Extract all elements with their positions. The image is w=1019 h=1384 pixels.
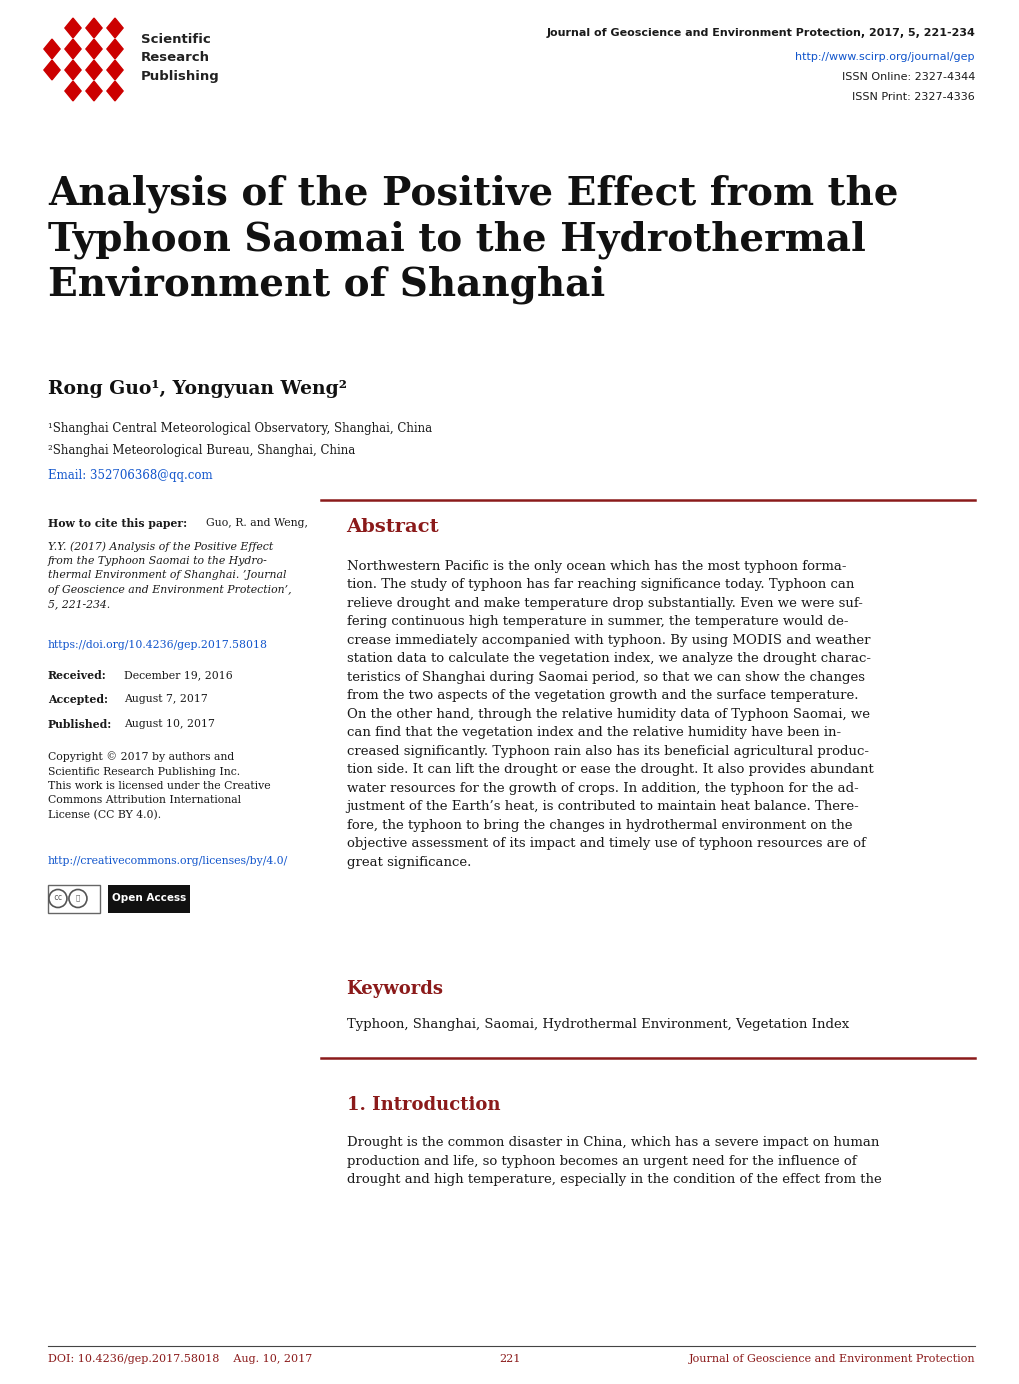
Polygon shape — [65, 82, 82, 101]
Text: 1. Introduction: 1. Introduction — [346, 1096, 499, 1114]
Polygon shape — [65, 39, 82, 60]
Text: ²Shanghai Meteorological Bureau, Shanghai, China: ²Shanghai Meteorological Bureau, Shangha… — [48, 444, 355, 457]
Text: Scientific
Research
Publishing: Scientific Research Publishing — [141, 33, 219, 83]
Polygon shape — [107, 82, 123, 101]
Text: http://www.scirp.org/journal/gep: http://www.scirp.org/journal/gep — [795, 53, 974, 62]
Text: August 10, 2017: August 10, 2017 — [124, 720, 215, 729]
Text: Y.Y. (2017) Analysis of the Positive Effect
from the Typhoon Saomai to the Hydro: Y.Y. (2017) Analysis of the Positive Eff… — [48, 541, 291, 609]
Text: Journal of Geoscience and Environment Protection, 2017, 5, 221-234: Journal of Geoscience and Environment Pr… — [545, 28, 974, 37]
Text: Rong Guo¹, Yongyuan Weng²: Rong Guo¹, Yongyuan Weng² — [48, 381, 346, 399]
FancyBboxPatch shape — [108, 884, 190, 912]
Text: cc: cc — [53, 894, 62, 902]
Text: ISSN Print: 2327-4336: ISSN Print: 2327-4336 — [852, 91, 974, 102]
Polygon shape — [107, 18, 123, 37]
Text: DOI: 10.4236/gep.2017.58018    Aug. 10, 2017: DOI: 10.4236/gep.2017.58018 Aug. 10, 201… — [48, 1354, 312, 1365]
Text: December 19, 2016: December 19, 2016 — [124, 670, 232, 680]
Text: ¹Shanghai Central Meteorological Observatory, Shanghai, China: ¹Shanghai Central Meteorological Observa… — [48, 422, 432, 435]
Text: Accepted:: Accepted: — [48, 695, 108, 706]
Text: Copyright © 2017 by authors and
Scientific Research Publishing Inc.
This work is: Copyright © 2017 by authors and Scientif… — [48, 752, 270, 821]
Polygon shape — [107, 39, 123, 60]
Text: Drought is the common disaster in China, which has a severe impact on human
prod: Drought is the common disaster in China,… — [346, 1136, 880, 1186]
Text: Typhoon, Shanghai, Saomai, Hydrothermal Environment, Vegetation Index: Typhoon, Shanghai, Saomai, Hydrothermal … — [346, 1019, 848, 1031]
Polygon shape — [86, 60, 102, 80]
Text: Open Access: Open Access — [112, 894, 185, 904]
Text: Email: 352706368@qq.com: Email: 352706368@qq.com — [48, 469, 212, 482]
Text: Guo, R. and Weng,: Guo, R. and Weng, — [206, 518, 308, 529]
Text: Published:: Published: — [48, 720, 112, 729]
Polygon shape — [86, 18, 102, 37]
Text: Abstract: Abstract — [346, 518, 439, 536]
Text: 221: 221 — [499, 1354, 520, 1365]
Text: Northwestern Pacific is the only ocean which has the most typhoon forma-
tion. T: Northwestern Pacific is the only ocean w… — [346, 561, 872, 869]
Text: Analysis of the Positive Effect from the
Typhoon Saomai to the Hydrothermal
Envi: Analysis of the Positive Effect from the… — [48, 174, 898, 303]
Text: Received:: Received: — [48, 670, 107, 681]
FancyBboxPatch shape — [48, 884, 100, 912]
Text: ISSN Online: 2327-4344: ISSN Online: 2327-4344 — [841, 72, 974, 82]
Text: August 7, 2017: August 7, 2017 — [124, 695, 208, 704]
Text: How to cite this paper:: How to cite this paper: — [48, 518, 186, 529]
Text: Journal of Geoscience and Environment Protection: Journal of Geoscience and Environment Pr… — [688, 1354, 974, 1365]
Polygon shape — [86, 39, 102, 60]
Polygon shape — [107, 60, 123, 80]
Polygon shape — [65, 18, 82, 37]
Text: https://doi.org/10.4236/gep.2017.58018: https://doi.org/10.4236/gep.2017.58018 — [48, 639, 268, 650]
Text: ⓑ: ⓑ — [75, 894, 79, 901]
Polygon shape — [44, 39, 60, 60]
Polygon shape — [86, 82, 102, 101]
Polygon shape — [65, 60, 82, 80]
Polygon shape — [44, 60, 60, 80]
Text: Keywords: Keywords — [346, 980, 443, 998]
Text: http://creativecommons.org/licenses/by/4.0/: http://creativecommons.org/licenses/by/4… — [48, 857, 288, 866]
